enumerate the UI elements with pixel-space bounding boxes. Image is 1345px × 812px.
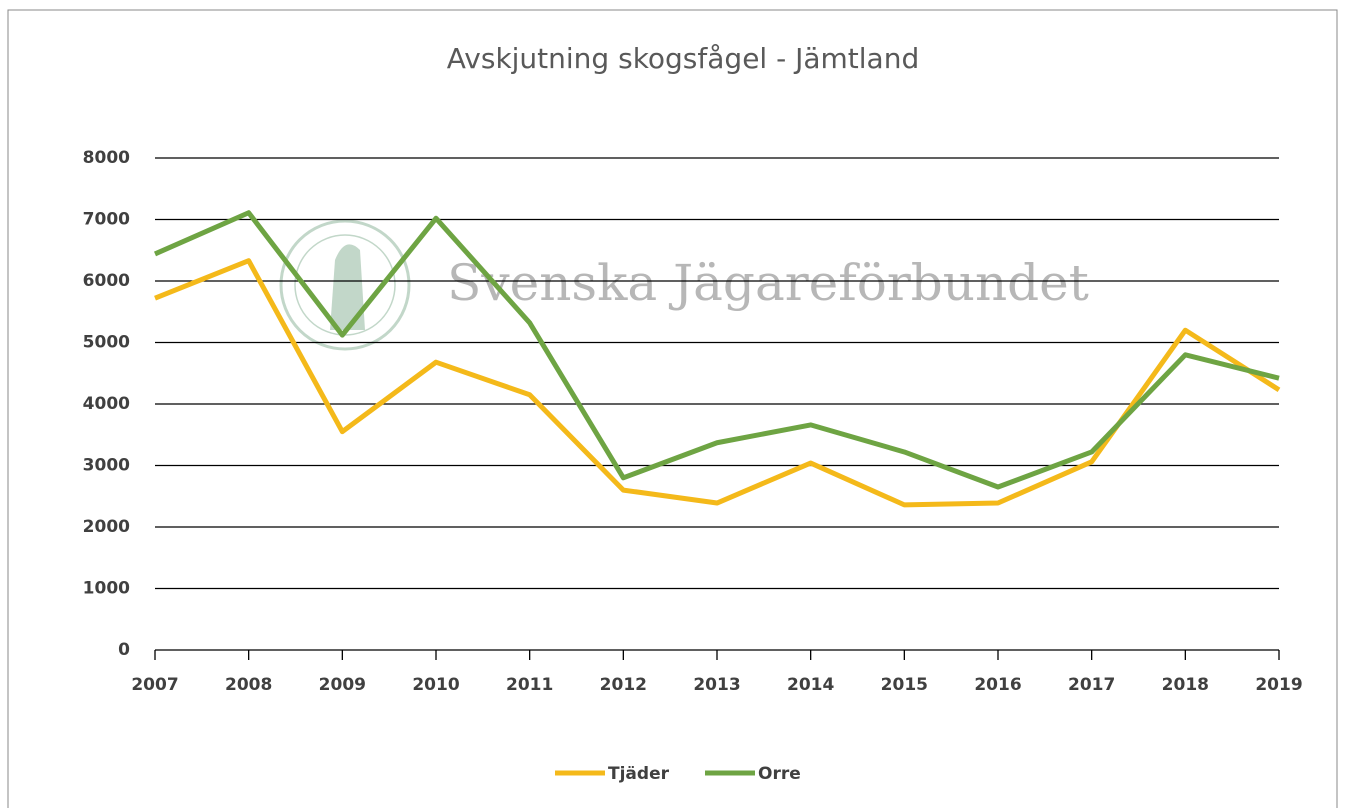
x-tick-label: 2015 (881, 675, 928, 695)
x-tick-label: 2009 (319, 675, 366, 695)
y-tick-label: 3000 (83, 456, 130, 476)
y-tick-label: 2000 (83, 517, 130, 537)
x-tick-label: 2011 (506, 675, 553, 695)
y-tick-label: 0 (118, 640, 130, 660)
chart-border (7, 9, 1338, 811)
y-tick-label: 5000 (83, 333, 130, 353)
x-tick-label: 2016 (974, 675, 1021, 695)
y-tick-label: 7000 (83, 210, 130, 230)
series-line (154, 258, 1281, 508)
x-tick-label: 2017 (1068, 675, 1115, 695)
x-tick-label: 2008 (225, 675, 272, 695)
legend-label: Orre (758, 764, 801, 784)
y-tick-label: 1000 (83, 579, 130, 599)
y-tick-label: 4000 (83, 394, 130, 414)
x-tick-label: 2018 (1162, 675, 1209, 695)
x-tick-label: 2012 (600, 675, 647, 695)
legend-label: Tjäder (608, 764, 670, 784)
x-tick-label: 2010 (412, 675, 459, 695)
series-line (153, 210, 1280, 490)
x-tick-label: 2014 (787, 675, 834, 695)
watermark-logo (279, 219, 411, 351)
x-tick-label: 2007 (131, 675, 178, 695)
y-tick-label: 8000 (83, 148, 130, 168)
x-tick-label: 2013 (693, 675, 740, 695)
chart-title: Avskjutning skogsfågel - Jämtland (447, 42, 919, 75)
x-tick-label: 2019 (1255, 675, 1302, 695)
watermark: Svenska Jägareförbundet (447, 254, 1089, 312)
y-tick-label: 6000 (83, 271, 130, 291)
